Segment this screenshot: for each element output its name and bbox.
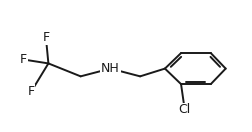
Text: F: F: [42, 31, 49, 44]
Text: F: F: [20, 53, 27, 66]
Text: Cl: Cl: [178, 103, 190, 116]
Text: F: F: [27, 85, 35, 98]
Text: NH: NH: [101, 62, 119, 75]
